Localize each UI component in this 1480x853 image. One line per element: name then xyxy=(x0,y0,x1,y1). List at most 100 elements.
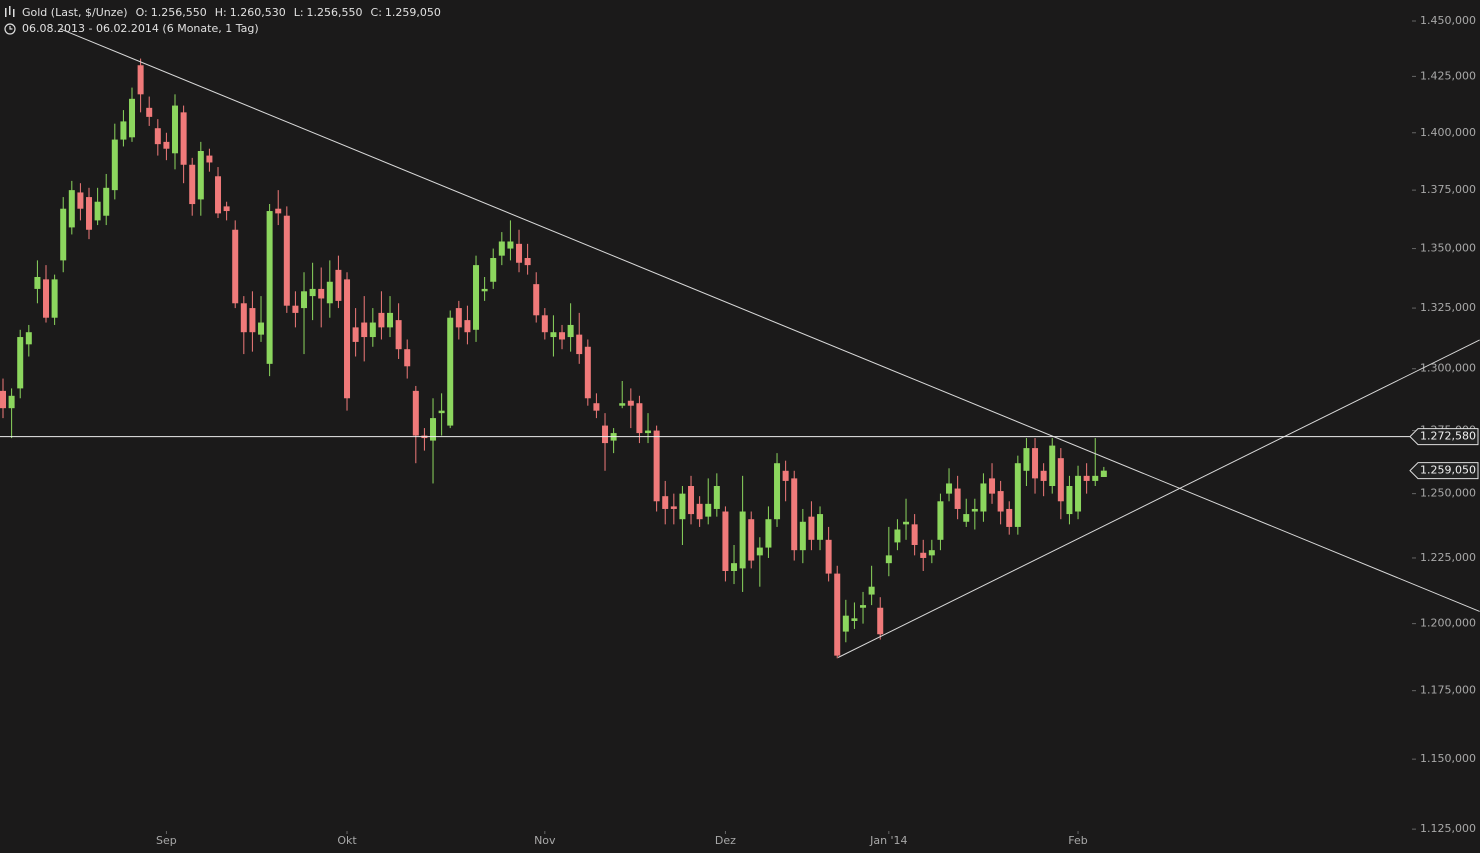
y-tick-label: 1.225,000 xyxy=(1420,551,1476,564)
candle-body xyxy=(894,529,901,543)
y-tick-label: 1.175,000 xyxy=(1420,684,1476,697)
price-marker xyxy=(1409,428,1479,446)
candle-body xyxy=(266,211,273,364)
candle-body xyxy=(507,241,514,249)
candle-body xyxy=(395,320,402,350)
candle-body xyxy=(335,269,342,301)
candle-body xyxy=(77,192,84,209)
candle-body xyxy=(533,284,540,316)
candle-body xyxy=(154,128,161,145)
candle-body xyxy=(1006,508,1013,527)
candle-body xyxy=(1075,475,1082,512)
y-tick-label: 1.300,000 xyxy=(1420,362,1476,375)
candle-body xyxy=(137,65,144,95)
candle-body xyxy=(8,395,15,409)
candle-body xyxy=(25,332,32,345)
y-tick-label: 1.400,000 xyxy=(1420,126,1476,139)
candle-body xyxy=(980,483,987,512)
candle-body xyxy=(326,281,333,304)
candle-body xyxy=(559,332,566,340)
candle-body xyxy=(103,187,110,216)
candle-body xyxy=(619,403,626,406)
candle-body xyxy=(954,488,961,509)
candle-body xyxy=(524,258,531,266)
candle-body xyxy=(911,524,918,545)
candle-body xyxy=(1023,448,1030,471)
y-tick-label: 1.200,000 xyxy=(1420,617,1476,630)
candle-body xyxy=(404,349,411,367)
candle-body xyxy=(111,139,118,191)
chart-icon xyxy=(5,6,15,17)
candle-body xyxy=(851,618,858,621)
ohlc-value: 1.259,050 xyxy=(385,6,441,19)
candle-body xyxy=(1100,470,1107,477)
candle-body xyxy=(283,215,290,306)
candle-body xyxy=(903,521,910,525)
candle-body xyxy=(352,327,359,342)
candle-body xyxy=(782,470,789,481)
candle-body xyxy=(817,514,824,540)
candle-body xyxy=(1066,485,1073,515)
candle-body xyxy=(438,410,445,414)
candle-body xyxy=(86,197,93,230)
candle-body xyxy=(43,279,50,318)
candle-body xyxy=(258,322,265,335)
candle-body xyxy=(705,503,712,517)
candle-body xyxy=(473,265,480,330)
candle-body xyxy=(146,107,153,117)
y-tick-label: 1.125,000 xyxy=(1420,822,1476,835)
y-tick-label: 1.425,000 xyxy=(1420,69,1476,82)
candle-body xyxy=(541,315,548,333)
candle-body xyxy=(481,288,488,292)
candle-body xyxy=(576,334,583,355)
candle-body xyxy=(971,508,978,512)
candle-body xyxy=(842,615,849,632)
candle-body xyxy=(60,208,67,261)
ohlc-name: O: xyxy=(136,6,148,19)
candle-body xyxy=(722,511,729,571)
candle-body xyxy=(885,555,892,564)
candle-body xyxy=(516,243,523,263)
candle-body xyxy=(963,514,970,522)
candle-body xyxy=(593,403,600,411)
candle-body xyxy=(653,430,660,502)
candle-body xyxy=(989,478,996,494)
candle-body xyxy=(275,208,282,214)
candle-body xyxy=(765,519,772,548)
candle-body xyxy=(17,337,24,389)
candle-body xyxy=(361,322,368,338)
candle-body xyxy=(1032,448,1039,479)
candle-body xyxy=(627,400,634,406)
ohlc-value: 1.256,550 xyxy=(151,6,207,19)
candle-body xyxy=(774,463,781,520)
candle-body xyxy=(455,308,462,328)
candle-body xyxy=(713,485,720,509)
candle-body xyxy=(1092,475,1099,481)
x-tick-label: Sep xyxy=(156,834,177,847)
trend-line xyxy=(837,339,1480,658)
x-tick-label: Dez xyxy=(715,834,736,847)
candle-body xyxy=(412,390,419,436)
chart-title: Gold (Last, $/Unze) xyxy=(22,6,128,19)
y-tick-label: 1.250,000 xyxy=(1420,487,1476,500)
y-tick-label: 1.150,000 xyxy=(1420,752,1476,765)
candle-body xyxy=(309,288,316,297)
chart-subtitle: 06.08.2013 - 06.02.2014 (6 Monate, 1 Tag… xyxy=(22,22,259,35)
candle-body xyxy=(223,206,230,212)
candle-body xyxy=(490,258,497,282)
candle-body xyxy=(1057,458,1064,502)
candle-body xyxy=(748,519,755,561)
candle-body xyxy=(696,503,703,520)
candle-body xyxy=(197,151,204,200)
candle-body xyxy=(1040,470,1047,481)
candle-body xyxy=(51,279,58,318)
candle-body xyxy=(920,552,927,558)
x-tick-label: Nov xyxy=(534,834,556,847)
candle-body xyxy=(602,425,609,444)
candle-body xyxy=(318,288,325,299)
y-tick-label: 1.350,000 xyxy=(1420,242,1476,255)
candle-body xyxy=(662,496,669,509)
candle-body xyxy=(387,312,394,328)
price-marker-label: 1.259,050 xyxy=(1420,464,1476,477)
